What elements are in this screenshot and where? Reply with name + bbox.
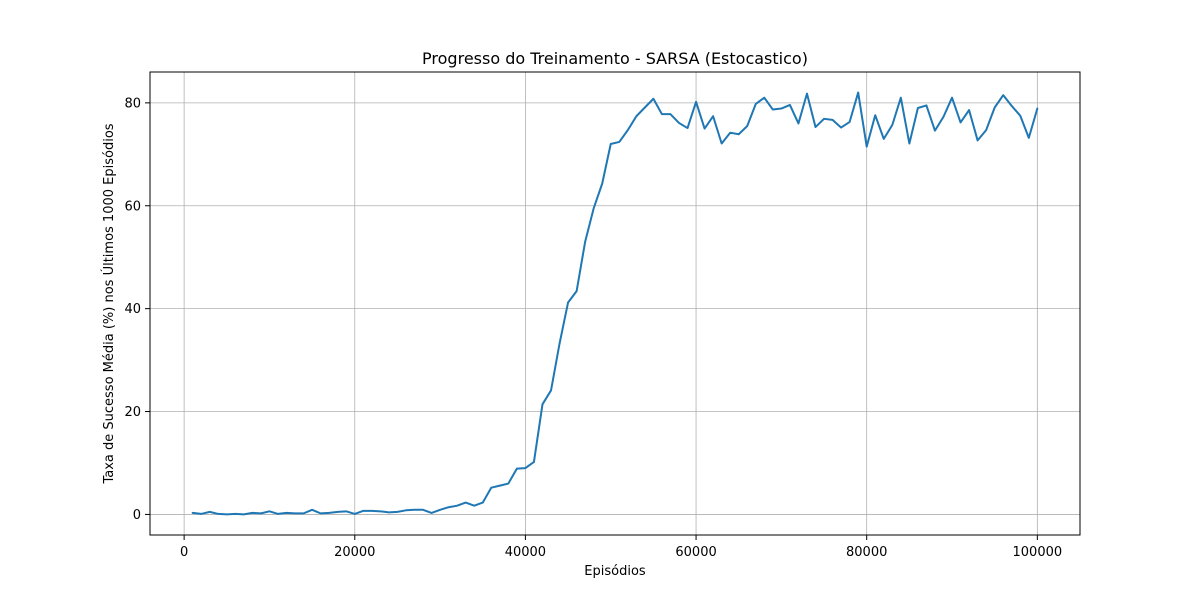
- y-tick-label: 0: [133, 508, 141, 523]
- x-tick-label: 20000: [334, 545, 375, 560]
- y-tick-label: 80: [124, 96, 141, 111]
- x-tick-label: 40000: [505, 545, 546, 560]
- grid: [150, 72, 1080, 535]
- chart-title: Progresso do Treinamento - SARSA (Estoca…: [422, 49, 808, 68]
- x-axis-label: Episódios: [584, 564, 646, 579]
- x-tick-label: 100000: [1013, 545, 1063, 560]
- axis-ticks: 0 20000 40000 60000 80000 100000 0 20 40 60 80: [124, 96, 1062, 560]
- y-tick-label: 60: [124, 199, 141, 214]
- plot-frame: [149, 71, 1081, 536]
- series-line: [191, 91, 1039, 516]
- y-tick-label: 40: [124, 302, 141, 317]
- x-tick-label: 0: [180, 545, 188, 560]
- x-tick-label: 80000: [846, 545, 887, 560]
- x-tick-label: 60000: [675, 545, 716, 560]
- y-tick-label: 20: [124, 405, 141, 420]
- series-layer: [191, 91, 1039, 516]
- y-axis-label: Taxa de Sucesso Média (%) nos Últimos 10…: [101, 123, 117, 484]
